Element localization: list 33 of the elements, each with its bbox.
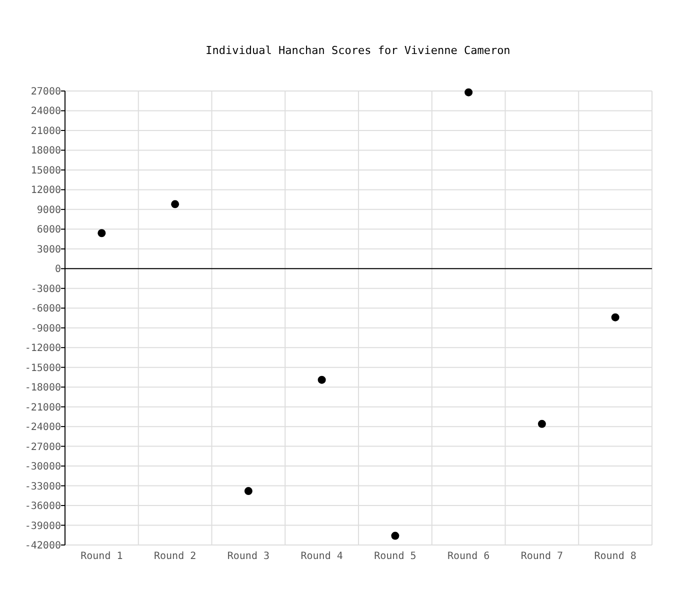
y-tick-label: 0	[54, 264, 61, 276]
y-tick-label: -27000	[24, 442, 61, 453]
y-tick-label: 9000	[36, 204, 61, 216]
y-tick-label: 12000	[30, 185, 61, 196]
y-tick-label: -15000	[24, 362, 61, 374]
y-tick-label: -24000	[24, 422, 61, 434]
y-tick-label: 18000	[30, 146, 61, 157]
y-tick-label: -6000	[30, 304, 61, 315]
y-tick-label: -36000	[24, 501, 61, 512]
y-tick-label: -18000	[24, 382, 61, 394]
y-tick-label: 27000	[30, 86, 61, 98]
y-tick-label: -12000	[24, 343, 61, 354]
y-tick-label: -33000	[24, 481, 61, 492]
y-tick-label: -21000	[24, 402, 61, 414]
x-tick-label: Round 3	[227, 551, 270, 562]
y-tick-label: 3000	[36, 244, 61, 256]
x-tick-label: Round 1	[80, 551, 123, 562]
y-tick-label: 15000	[30, 165, 61, 176]
y-tick-label: -42000	[24, 540, 61, 552]
y-tick-label: -30000	[24, 462, 61, 473]
y-tick-label: 6000	[36, 224, 61, 236]
x-tick-label: Round 7	[520, 551, 564, 562]
y-tick-label: 21000	[30, 126, 61, 137]
y-tick-label: -3000	[30, 284, 61, 295]
x-tick-label: Round 4	[300, 551, 343, 562]
x-tick-label: Round 6	[447, 551, 490, 562]
y-tick-label: -39000	[24, 520, 61, 532]
chart-title: Individual Hanchan Scores for Vivienne Cameron	[206, 44, 510, 57]
y-tick-label: -9000	[30, 323, 61, 334]
x-tick-label: Round 5	[374, 551, 416, 562]
y-tick-label: 24000	[30, 106, 61, 118]
x-tick-label: Round 2	[154, 551, 196, 562]
x-tick-label: Round 8	[594, 551, 636, 562]
